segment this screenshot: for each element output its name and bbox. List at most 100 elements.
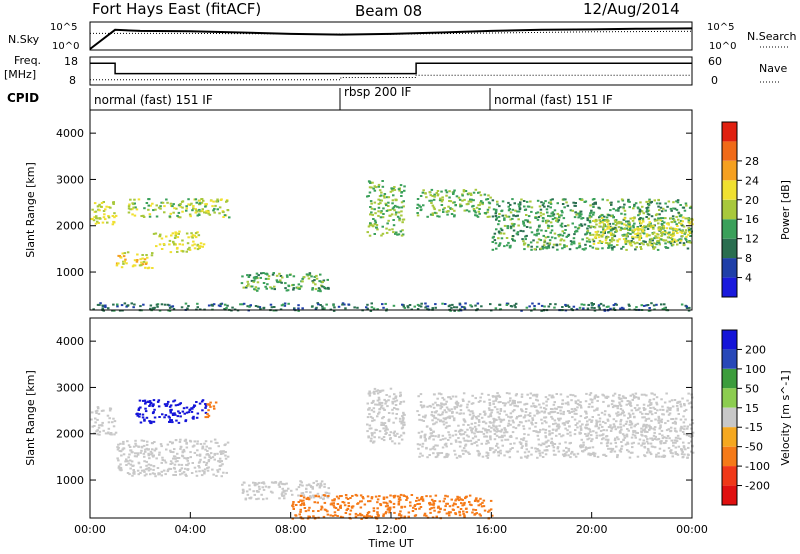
echo-cell [185,446,189,449]
echo-cell [597,427,600,430]
echo-cell [158,309,162,312]
echo-cell [455,440,458,443]
echo-cell [586,438,589,441]
echo-cell [531,419,535,421]
echo-cell [486,454,490,457]
echo-cell [436,453,440,456]
echo-cell [536,241,539,244]
echo-cell [498,242,502,245]
colorbar-cell [722,160,737,181]
echo-cell [179,415,182,418]
echo-cell [632,396,636,399]
echo-cell [316,302,319,305]
echo-cell [541,204,545,207]
echo-cell [639,411,642,414]
echo-cell [608,214,611,217]
echo-cell [187,203,190,206]
echo-cell [549,202,553,205]
echo-cell [517,224,520,227]
echo-cell [397,206,401,209]
echo-cell [534,430,538,433]
echo-cell [469,200,473,203]
echo-cell [419,195,423,197]
echo-cell [614,428,618,431]
echo-cell [522,200,526,202]
echo-cell [186,464,189,467]
echo-cell [437,413,440,416]
echo-cell [547,445,551,447]
echo-cell [448,396,451,399]
echo-cell [379,211,383,214]
echo-cell [546,398,550,401]
echo-cell [393,188,397,191]
echo-cell [205,210,208,213]
echo-cell [652,406,655,409]
echo-cell [146,440,149,443]
echo-cell [670,209,673,212]
echo-cell [510,305,514,308]
echo-cell [120,454,123,457]
echo-cell [302,496,306,499]
echo-cell [497,416,501,419]
echo-cell [519,229,522,232]
echo-cell [610,215,613,218]
echo-cell [660,303,663,306]
velocity-colorbar-frame [721,329,738,506]
echo-cell [462,452,465,455]
echo-cell [634,392,638,395]
echo-cell [462,400,465,402]
echo-cell [330,502,333,505]
echo-cell [160,445,163,448]
echo-cell [262,282,266,284]
echo-cell [561,434,565,437]
echo-cell [601,217,604,220]
echo-cell [551,218,555,221]
echo-cell [438,199,442,202]
echo-cell [643,454,646,457]
echo-cell [494,215,498,217]
echo-cell [586,219,589,222]
echo-cell [425,495,428,498]
echo-cell [308,515,311,518]
echo-cell [659,440,662,443]
y-tick-label: 3000 [56,381,84,394]
echo-cell [257,497,260,500]
echo-cell [134,444,138,447]
velocity-echo-cells [90,387,695,520]
echo-cell [648,428,651,431]
echo-cell [585,392,588,395]
echo-cell [602,223,606,226]
echo-cell [392,206,396,209]
echo-cell [257,490,260,493]
echo-cell [196,231,199,234]
echo-cell [688,240,691,242]
echo-cell [196,454,199,457]
echo-cell [198,402,202,405]
echo-cell [561,230,564,233]
echo-cell [691,451,695,454]
echo-cell [684,237,687,240]
echo-cell [426,308,429,311]
echo-cell [619,423,622,426]
echo-cell [440,452,444,454]
echo-cell [574,226,577,229]
echo-cell [637,207,640,210]
echo-cell [118,309,122,312]
echo-cell [459,308,462,311]
echo-cell [537,443,541,446]
echo-cell [198,202,202,205]
echo-cell [623,223,626,226]
echo-cell [518,205,521,208]
echo-cell [276,281,280,284]
echo-cell [563,422,566,425]
echo-cell [487,407,491,410]
echo-cell [373,390,376,393]
echo-cell [472,508,475,511]
echo-cell [636,236,640,239]
echo-cell [642,407,646,409]
echo-cell [474,422,477,425]
echo-cell [402,200,405,203]
echo-cell [204,406,207,409]
echo-cell [639,224,642,227]
